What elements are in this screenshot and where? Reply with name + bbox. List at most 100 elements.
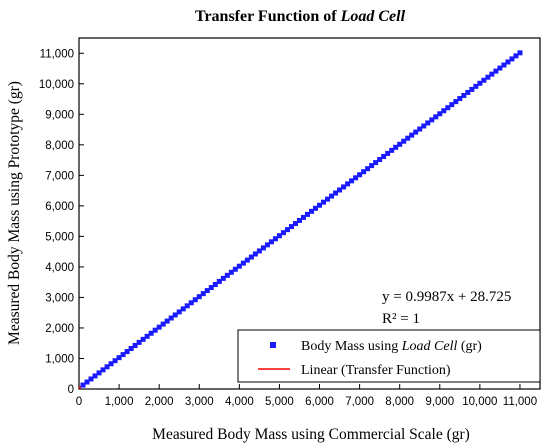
- data-point: [517, 50, 523, 56]
- x-tick-label: 0: [76, 396, 82, 408]
- data-point: [429, 117, 435, 123]
- data-point: [505, 59, 511, 65]
- data-point: [337, 187, 343, 193]
- data-point: [248, 254, 254, 260]
- data-point: [449, 102, 455, 108]
- data-point: [136, 339, 142, 345]
- y-axis-ticks: 0 1,000 2,000 3,000 4,000 5,000 6,000 7,000 8,00…: [39, 48, 84, 396]
- data-point: [292, 221, 298, 227]
- data-point: [224, 272, 230, 278]
- chart-title: Transfer Function of Load Cell: [195, 8, 406, 25]
- data-point: [276, 233, 282, 239]
- data-point: [216, 278, 222, 284]
- data-point: [393, 144, 399, 150]
- data-point: [513, 53, 519, 59]
- data-point: [361, 169, 367, 175]
- plot-area: [78, 37, 541, 390]
- data-point: [140, 336, 146, 342]
- data-point: [96, 370, 102, 376]
- data-point: [244, 257, 250, 263]
- x-tick-label: 9,000: [425, 396, 454, 408]
- data-point: [188, 300, 194, 306]
- y-tick-label: 2,000: [45, 323, 74, 335]
- regression-equation: y = 0.9987x + 28.725: [382, 289, 511, 305]
- x-tick-label: 11,000: [503, 396, 537, 408]
- y-tick-label: 8,000: [45, 140, 74, 152]
- data-point: [172, 312, 178, 318]
- data-point: [481, 77, 487, 83]
- y-tick-label: 9,000: [45, 109, 74, 121]
- data-point: [208, 285, 214, 291]
- x-tick-label: 7,000: [345, 396, 374, 408]
- data-point: [284, 227, 290, 233]
- data-point: [220, 275, 226, 281]
- data-point: [441, 108, 447, 114]
- data-point: [501, 62, 507, 68]
- data-point: [92, 373, 98, 379]
- data-point: [168, 315, 174, 321]
- data-point: [313, 205, 319, 211]
- data-point: [421, 123, 427, 129]
- data-point: [413, 129, 419, 135]
- data-point: [120, 352, 126, 358]
- legend-marker-square: [270, 342, 276, 348]
- data-point: [268, 239, 274, 245]
- data-point: [325, 196, 331, 202]
- data-point: [116, 355, 122, 361]
- data-point: [196, 294, 202, 300]
- data-point: [108, 361, 114, 367]
- data-point: [280, 230, 286, 236]
- data-point: [317, 202, 323, 208]
- data-point: [433, 114, 439, 120]
- data-point: [128, 345, 134, 351]
- legend-entry-linear: Linear (Transfer Function): [301, 363, 451, 378]
- x-tick-label: 4,000: [225, 396, 254, 408]
- data-point: [240, 260, 246, 266]
- data-point: [489, 71, 495, 77]
- y-tick-label: 4,000: [45, 262, 74, 274]
- data-point: [236, 263, 242, 269]
- data-point: [353, 175, 359, 181]
- data-point: [369, 163, 375, 169]
- y-tick-label: 1,000: [45, 353, 74, 365]
- legend-entry-body-mass: Body Mass using Load Cell (gr): [301, 339, 482, 354]
- data-point: [260, 245, 266, 251]
- x-tick-label: 10,000: [462, 396, 497, 408]
- data-point: [148, 330, 154, 336]
- x-tick-label: 2,000: [145, 396, 174, 408]
- data-point: [100, 367, 106, 373]
- data-point: [88, 376, 94, 382]
- r-squared-label: R² = 1: [382, 311, 420, 327]
- data-point: [180, 306, 186, 312]
- scatter-points: [80, 50, 523, 388]
- data-point: [385, 150, 391, 156]
- data-point: [373, 160, 379, 166]
- x-tick-label: 3,000: [185, 396, 214, 408]
- data-point: [296, 217, 302, 223]
- data-point: [453, 99, 459, 105]
- data-point: [232, 266, 238, 272]
- data-point: [200, 291, 206, 297]
- data-point: [192, 297, 198, 303]
- y-axis-label: Measured Body Mass using Prototype (gr): [6, 81, 23, 345]
- data-point: [309, 208, 315, 214]
- x-axis-ticks: 0 1,000 2,000 3,000 4,000 5,000 6,000 7,000 8,00…: [76, 384, 537, 408]
- data-point: [469, 86, 475, 92]
- data-point: [80, 382, 86, 388]
- data-point: [437, 111, 443, 117]
- data-point: [212, 281, 218, 287]
- y-tick-label: 7,000: [45, 170, 74, 182]
- x-tick-label: 1,000: [105, 396, 134, 408]
- data-point: [252, 251, 258, 257]
- data-point: [465, 89, 471, 95]
- data-point: [417, 126, 423, 132]
- data-point: [184, 303, 190, 309]
- data-point: [256, 248, 262, 254]
- data-point: [104, 364, 110, 370]
- data-point: [397, 141, 403, 147]
- data-point: [485, 74, 491, 80]
- data-point: [405, 135, 411, 141]
- data-point: [132, 342, 138, 348]
- legend-box: [237, 329, 541, 383]
